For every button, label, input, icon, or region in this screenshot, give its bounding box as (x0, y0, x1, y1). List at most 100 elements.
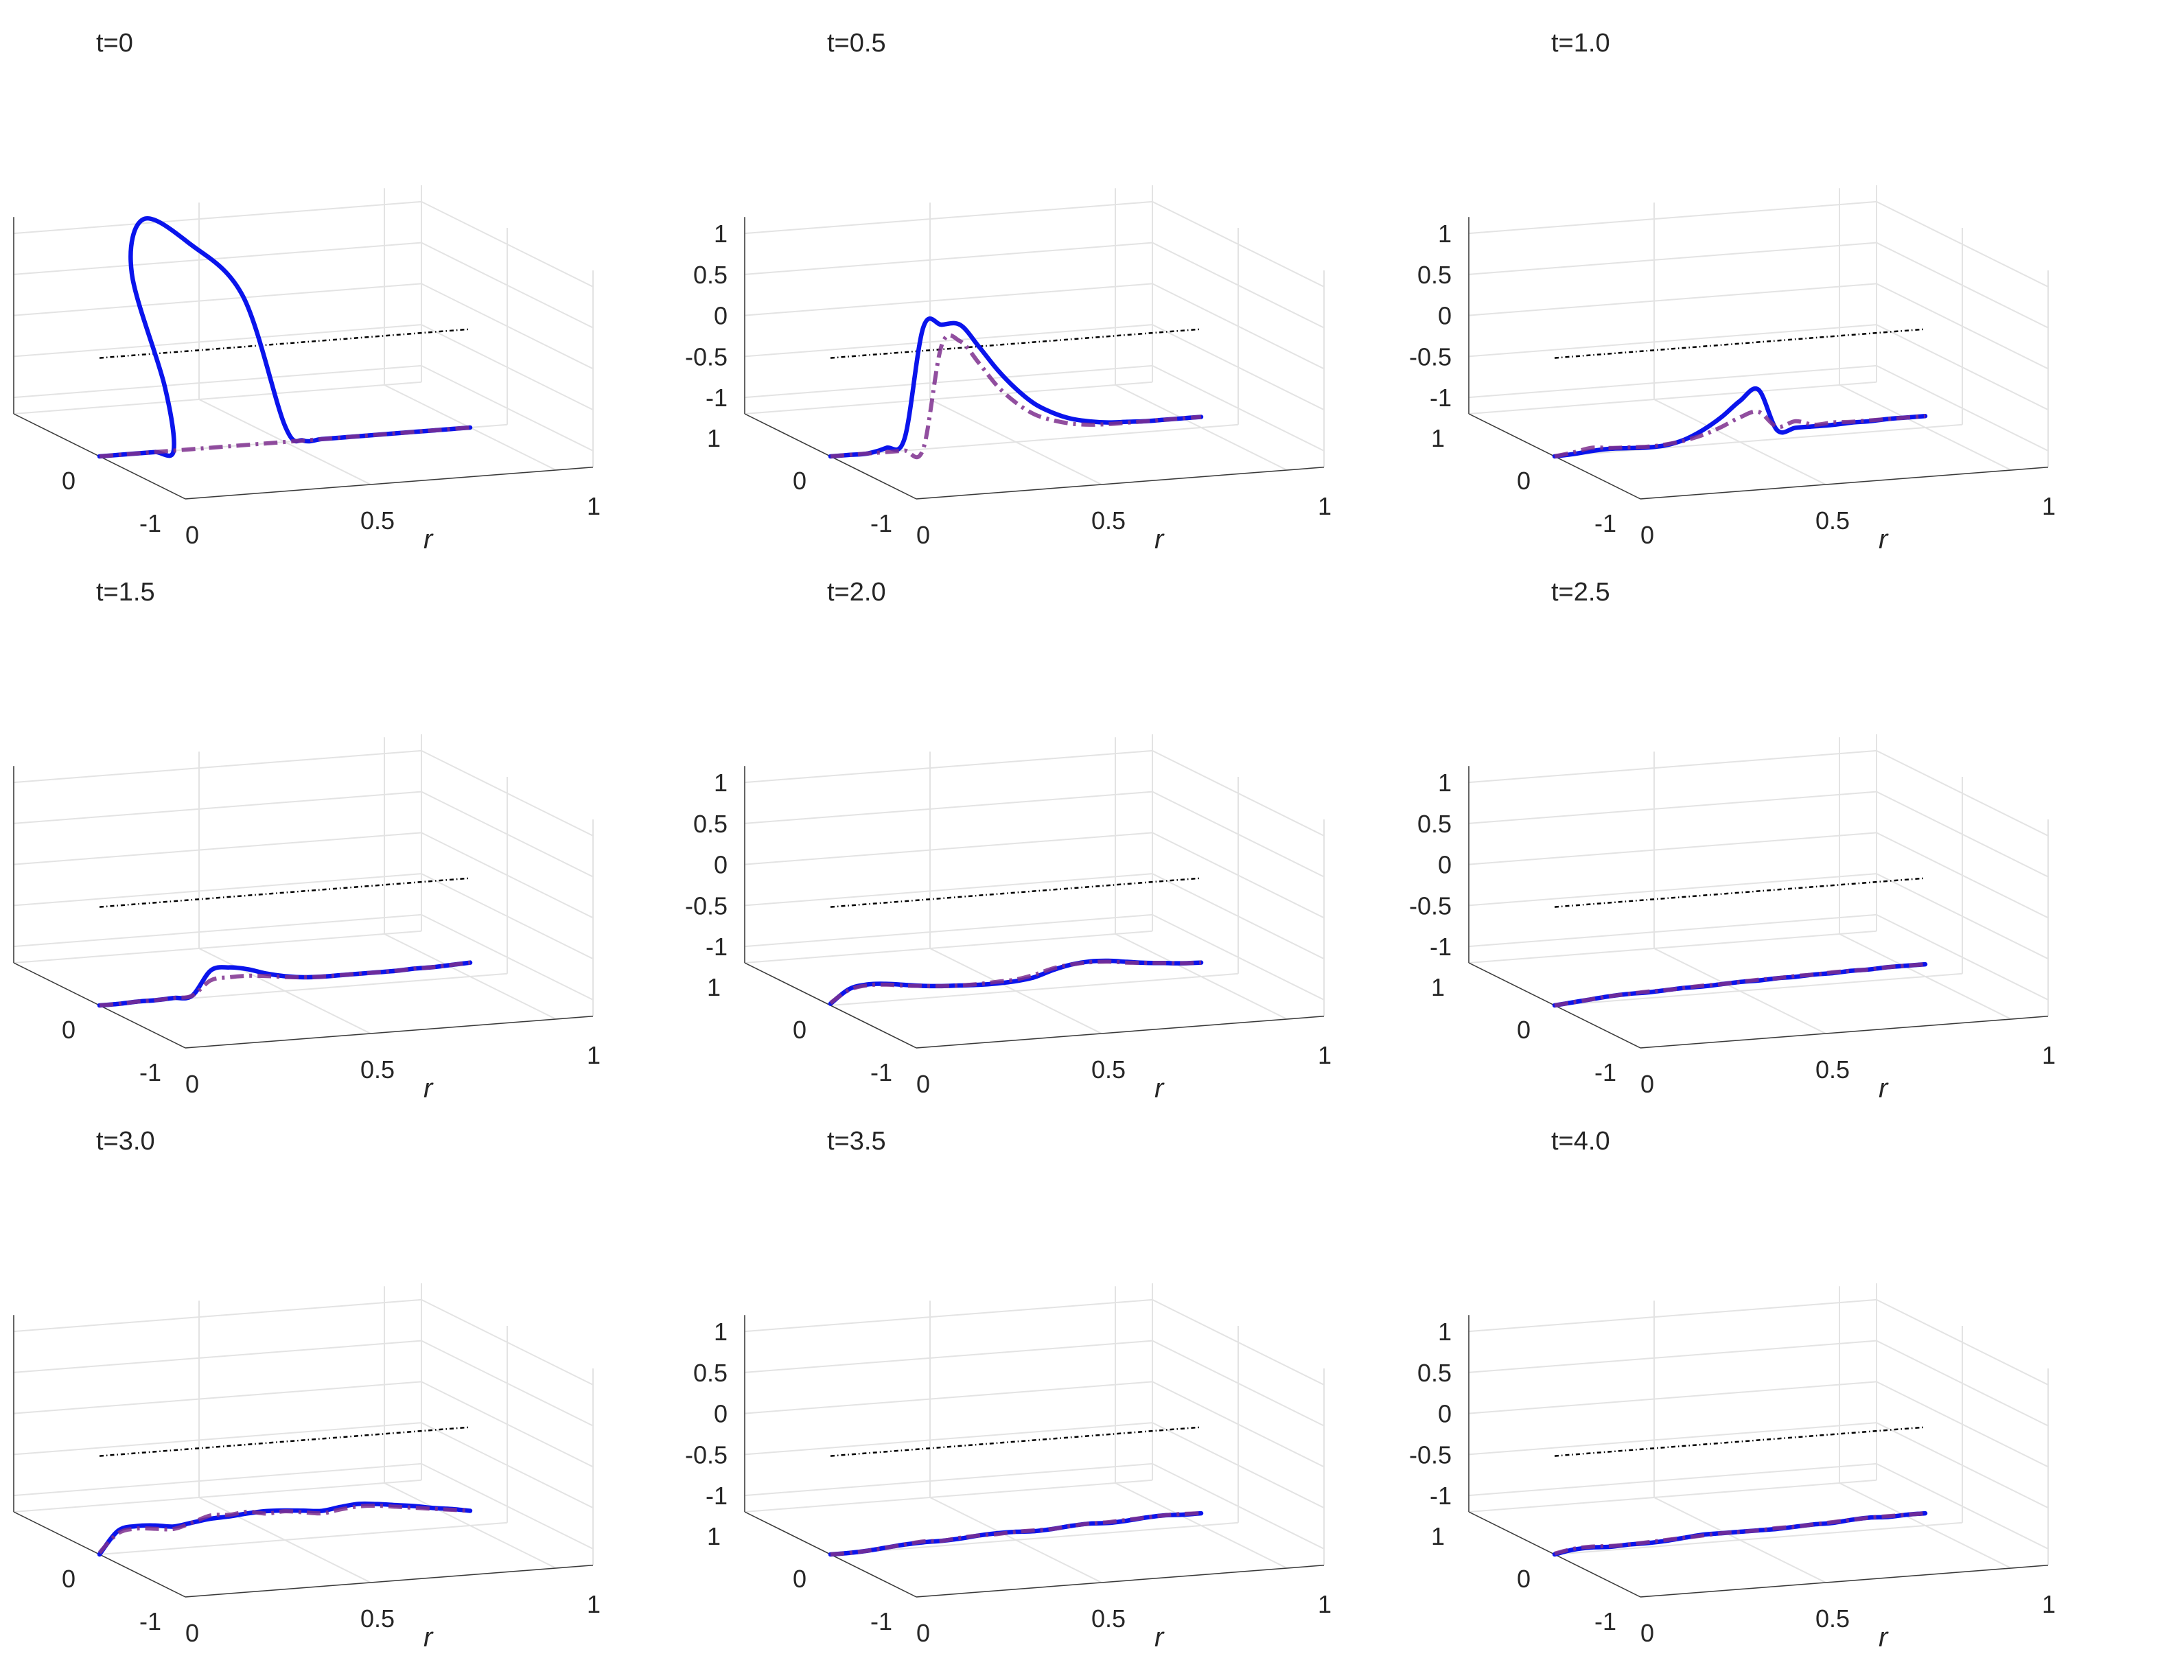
grid-line (744, 1381, 1153, 1414)
y-tick-label: 1 (707, 424, 721, 452)
z-tick-label: -0.5 (685, 891, 728, 920)
r-tick-label: 0 (916, 1070, 930, 1098)
r-axis-line (916, 1565, 1325, 1598)
grid-line (1152, 201, 1325, 288)
grid-line (744, 324, 1153, 358)
r-tick-label: 0 (185, 1619, 199, 1647)
grid-line (1152, 832, 1325, 919)
r-tick-label: 0.5 (360, 1055, 395, 1084)
panel-4: 1 0.5 0 -0.5 -1 1 0 -1 0 0.5 1 r t=2.0 (685, 578, 1332, 1104)
grid-line (1468, 1479, 1877, 1513)
grid-line (1152, 1299, 1325, 1386)
grid-line (1468, 1340, 1877, 1373)
grid-line (744, 1479, 1153, 1513)
zero-reference-line (830, 877, 1202, 908)
r-tick-label: 0 (916, 1619, 930, 1647)
grid-line (1468, 283, 1877, 316)
grid-line (13, 832, 422, 865)
grid-line (1468, 242, 1877, 275)
y-tick-label: -1 (1594, 1607, 1616, 1635)
grid-line (421, 201, 594, 288)
y-tick-label: 1 (1431, 973, 1445, 1001)
z-tick-label: 0.5 (693, 810, 728, 838)
grid-line (421, 1381, 594, 1468)
y-tick-label: -1 (1594, 509, 1616, 537)
r-tick-label: 1 (587, 1041, 601, 1069)
grid-line (1876, 873, 2049, 960)
grid-line (421, 1299, 594, 1386)
grid-line (830, 972, 1239, 1006)
grid-line (13, 1422, 422, 1456)
r-tick-label: 0.5 (1091, 1055, 1126, 1084)
grid-line (13, 200, 422, 235)
grid-line (1152, 914, 1325, 1001)
panel-title: t=0.5 (827, 29, 886, 58)
z-tick-label: -1 (706, 933, 728, 961)
grid-line (421, 324, 594, 411)
grid-line (13, 749, 422, 784)
grid-line (421, 914, 594, 1001)
grid-line (13, 873, 422, 907)
grid-line (1876, 1463, 2049, 1550)
y-tick-label: 0 (793, 1565, 806, 1593)
grid-line (421, 750, 594, 837)
grid-line (13, 364, 422, 399)
grid-line (1876, 791, 2049, 878)
grid-line (1876, 242, 2049, 329)
y-tick-label: -1 (139, 1607, 161, 1635)
grid-line (1152, 791, 1325, 878)
grid-line (13, 930, 422, 964)
z-tick-label: -0.5 (1409, 891, 1452, 920)
z-tick-label: 0.5 (1417, 261, 1452, 289)
r-tick-label: 0.5 (1815, 1055, 1850, 1084)
r-tick-label: 0 (1640, 1070, 1654, 1098)
panel-title: t=1.0 (1551, 29, 1610, 58)
r-tick-label: 1 (1318, 1041, 1332, 1069)
grid-line (1876, 832, 2049, 919)
series-reference (99, 960, 471, 1007)
zero-reference-line (830, 328, 1202, 359)
r-axis-line (1640, 1016, 2049, 1049)
grid-line (1152, 365, 1325, 452)
grid-line (744, 1422, 1153, 1456)
r-tick-label: 1 (2042, 1590, 2056, 1618)
panel-title: t=4.0 (1551, 1127, 1610, 1156)
series-solution (1552, 1510, 1928, 1557)
r-tick-label: 0 (185, 1070, 199, 1098)
z-tick-label: 1 (714, 1318, 728, 1346)
y-tick-label: 1 (1431, 424, 1445, 452)
panel-title: t=3.5 (827, 1127, 886, 1156)
zero-reference-line (1554, 877, 1926, 908)
z-tick-label: 1 (1438, 220, 1452, 248)
y-tick-label: 0 (62, 1565, 75, 1593)
grid-line (1152, 1340, 1325, 1427)
r-tick-label: 0.5 (1091, 506, 1126, 535)
r-axis-line (916, 467, 1325, 500)
grid-line (421, 1422, 594, 1509)
r-axis-label: r (1154, 1622, 1165, 1653)
r-axis-line (916, 1016, 1325, 1049)
grid-line (744, 381, 1153, 415)
z-tick-label: -0.5 (1409, 1440, 1452, 1469)
r-tick-label: 0.5 (360, 1605, 395, 1633)
grid-line (1152, 750, 1325, 837)
z-tick-label: 0 (714, 1400, 728, 1428)
series-solution (97, 215, 473, 459)
grid-line (1152, 1381, 1325, 1468)
panel-title: t=2.5 (1551, 578, 1610, 607)
r-tick-label: 0.5 (360, 506, 395, 535)
zero-reference-line (99, 328, 471, 359)
y-tick-label: -1 (870, 1607, 892, 1635)
grid-line (744, 873, 1153, 907)
grid-line (1468, 324, 1877, 358)
y-tick-label: -1 (139, 509, 161, 537)
grid-line (1876, 365, 2049, 452)
r-tick-label: 0 (1640, 1619, 1654, 1647)
r-tick-label: 1 (1318, 1590, 1332, 1618)
series-reference (1554, 1511, 1926, 1556)
r-axis-line (1640, 467, 2049, 500)
panel-2: 1 0.5 0 -0.5 -1 1 0 -1 0 0.5 1 r t=1.0 (1409, 29, 2056, 555)
